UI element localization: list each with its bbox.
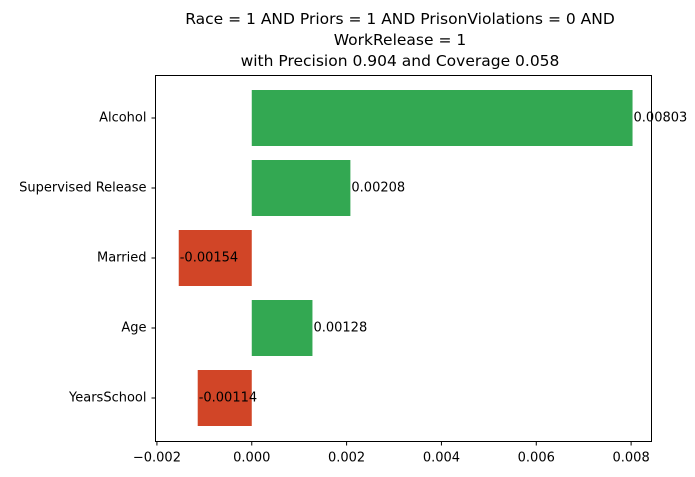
value-label: 0.00208 [351,181,405,196]
bar-married [178,230,252,286]
bar-age [251,300,313,356]
value-labels-group: 0.00803 0.00208 -0.00154 0.00128 -0.00114 [180,111,688,406]
bar-supervised-release [251,160,351,216]
x-tick-label: 0.006 [518,451,555,466]
y-tick-label: Age [121,321,146,336]
value-label: 0.00128 [313,321,367,336]
x-tick-label: 0.004 [423,451,460,466]
value-label: -0.00154 [180,251,238,266]
bar-alcohol [251,90,633,146]
x-tick-label: 0.000 [233,451,270,466]
value-label: -0.00114 [199,391,257,406]
x-axis: −0.002 0.000 0.002 0.004 0.006 0.008 [133,441,650,466]
x-tick-label: −0.002 [133,451,181,466]
chart-title-line: Race = 1 AND Priors = 1 AND PrisonViolat… [185,10,615,28]
chart-title-line: with Precision 0.904 and Coverage 0.058 [241,52,560,70]
y-tick-label: Supervised Release [19,181,146,196]
chart-title: Race = 1 AND Priors = 1 AND PrisonViolat… [185,10,615,70]
value-label: 0.00803 [634,111,688,126]
bars-group [178,90,633,426]
y-tick-label: Alcohol [99,111,146,126]
y-tick-label: Married [97,251,147,266]
x-tick-label: 0.008 [613,451,650,466]
x-tick-label: 0.002 [328,451,365,466]
chart-title-line: WorkRelease = 1 [334,31,467,49]
y-axis: Alcohol Supervised Release Married Age Years… [19,111,156,406]
y-tick-label: YearsSchool [68,391,146,406]
bar-yearsschool [197,370,252,426]
